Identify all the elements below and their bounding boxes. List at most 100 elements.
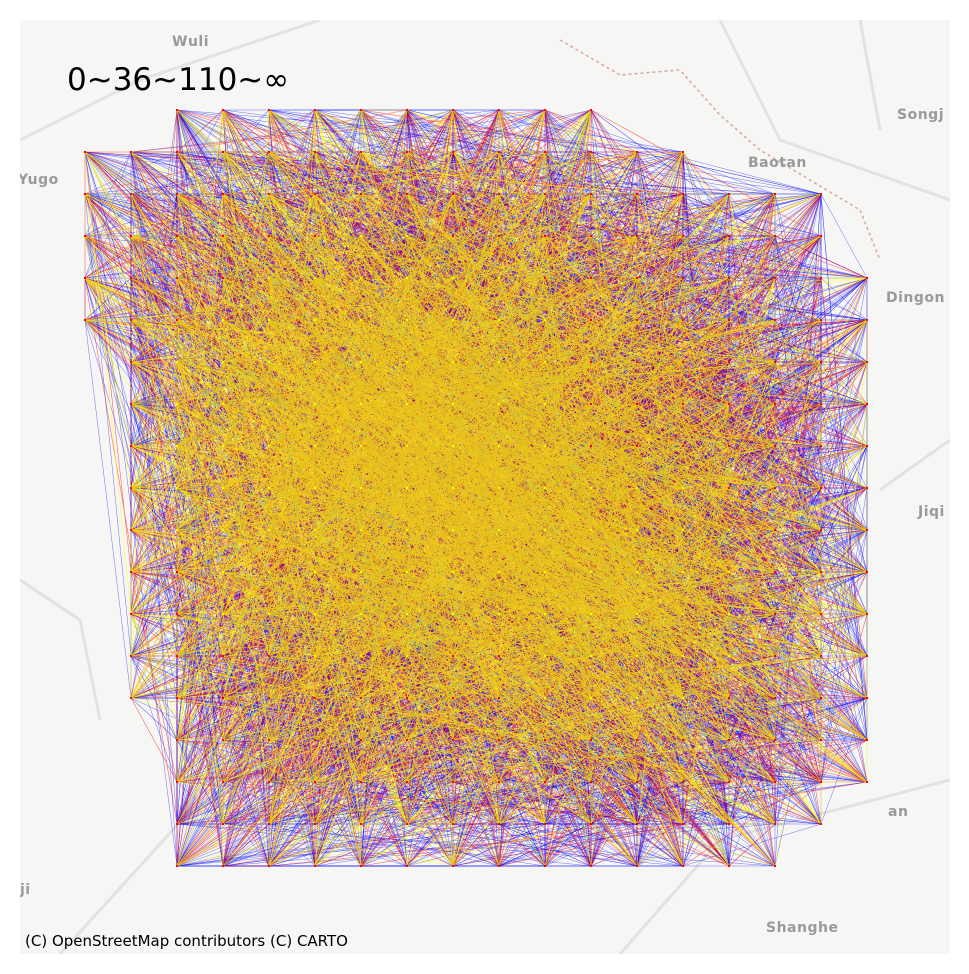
grid-node <box>774 445 776 447</box>
grid-node <box>222 613 224 615</box>
grid-node <box>360 361 362 363</box>
grid-node <box>452 571 454 573</box>
grid-node <box>590 235 592 237</box>
grid-node <box>452 823 454 825</box>
grid-node <box>176 151 178 153</box>
grid-node <box>498 319 500 321</box>
grid-node <box>866 487 868 489</box>
grid-node <box>176 865 178 867</box>
grid-node <box>820 277 822 279</box>
place-label-songj: Songj <box>897 107 944 123</box>
grid-node <box>820 193 822 195</box>
grid-node <box>176 487 178 489</box>
grid-node <box>176 739 178 741</box>
grid-node <box>728 739 730 741</box>
grid-node <box>176 109 178 111</box>
grid-node <box>498 235 500 237</box>
place-label-an: an <box>888 804 909 820</box>
flow-lines-high <box>84 109 868 867</box>
grid-node <box>314 487 316 489</box>
grid-node <box>498 697 500 699</box>
grid-node <box>728 403 730 405</box>
grid-node <box>682 529 684 531</box>
grid-node <box>590 403 592 405</box>
grid-node <box>682 235 684 237</box>
grid-node <box>360 151 362 153</box>
grid-node <box>314 823 316 825</box>
map-attribution[interactable]: (C) OpenStreetMap contributors (C) CARTO <box>25 932 348 950</box>
grid-node <box>590 151 592 153</box>
grid-node <box>728 823 730 825</box>
grid-node <box>498 529 500 531</box>
grid-node <box>360 193 362 195</box>
grid-node <box>774 235 776 237</box>
grid-node <box>774 529 776 531</box>
grid-node <box>176 445 178 447</box>
grid-node <box>544 655 546 657</box>
grid-node <box>866 613 868 615</box>
grid-node <box>268 697 270 699</box>
grid-node <box>406 319 408 321</box>
grid-node <box>636 319 638 321</box>
grid-node <box>176 655 178 657</box>
grid-node <box>452 277 454 279</box>
grid-node <box>360 487 362 489</box>
grid-node <box>636 235 638 237</box>
grid-node <box>176 781 178 783</box>
grid-node <box>820 781 822 783</box>
grid-node <box>728 655 730 657</box>
grid-node <box>498 487 500 489</box>
grid-node <box>498 571 500 573</box>
grid-node <box>360 277 362 279</box>
grid-node <box>590 655 592 657</box>
grid-node <box>682 697 684 699</box>
grid-node <box>590 529 592 531</box>
grid-node <box>222 697 224 699</box>
grid-node <box>682 823 684 825</box>
grid-node <box>498 445 500 447</box>
grid-node <box>820 235 822 237</box>
grid-node <box>406 109 408 111</box>
grid-node <box>84 193 86 195</box>
grid-node <box>176 277 178 279</box>
grid-node <box>682 403 684 405</box>
grid-node <box>820 697 822 699</box>
grid-node <box>774 193 776 195</box>
grid-node <box>774 823 776 825</box>
grid-node <box>222 277 224 279</box>
grid-node <box>314 235 316 237</box>
grid-node <box>498 403 500 405</box>
grid-node <box>820 403 822 405</box>
grid-node <box>360 697 362 699</box>
grid-node <box>544 865 546 867</box>
grid-node <box>544 739 546 741</box>
grid-node <box>176 403 178 405</box>
place-label-ji: ji <box>20 882 31 898</box>
grid-node <box>406 445 408 447</box>
grid-node <box>498 109 500 111</box>
grid-node <box>314 109 316 111</box>
map-frame[interactable]: Wuli Yugo Songj Baotan Dingon Jiqi Shang… <box>20 20 950 954</box>
grid-node <box>406 193 408 195</box>
grid-node <box>682 151 684 153</box>
grid-node <box>544 235 546 237</box>
grid-node <box>590 781 592 783</box>
grid-node <box>452 487 454 489</box>
grid-node <box>590 445 592 447</box>
grid-node <box>176 361 178 363</box>
grid-node <box>84 235 86 237</box>
grid-node <box>774 403 776 405</box>
grid-node <box>268 571 270 573</box>
grid-node <box>682 613 684 615</box>
grid-node <box>728 571 730 573</box>
grid-node <box>452 319 454 321</box>
grid-node <box>314 613 316 615</box>
grid-node <box>268 151 270 153</box>
grid-node <box>452 865 454 867</box>
grid-node <box>544 193 546 195</box>
grid-node <box>268 655 270 657</box>
grid-node <box>820 655 822 657</box>
grid-node <box>222 403 224 405</box>
grid-node <box>820 445 822 447</box>
grid-node <box>176 823 178 825</box>
